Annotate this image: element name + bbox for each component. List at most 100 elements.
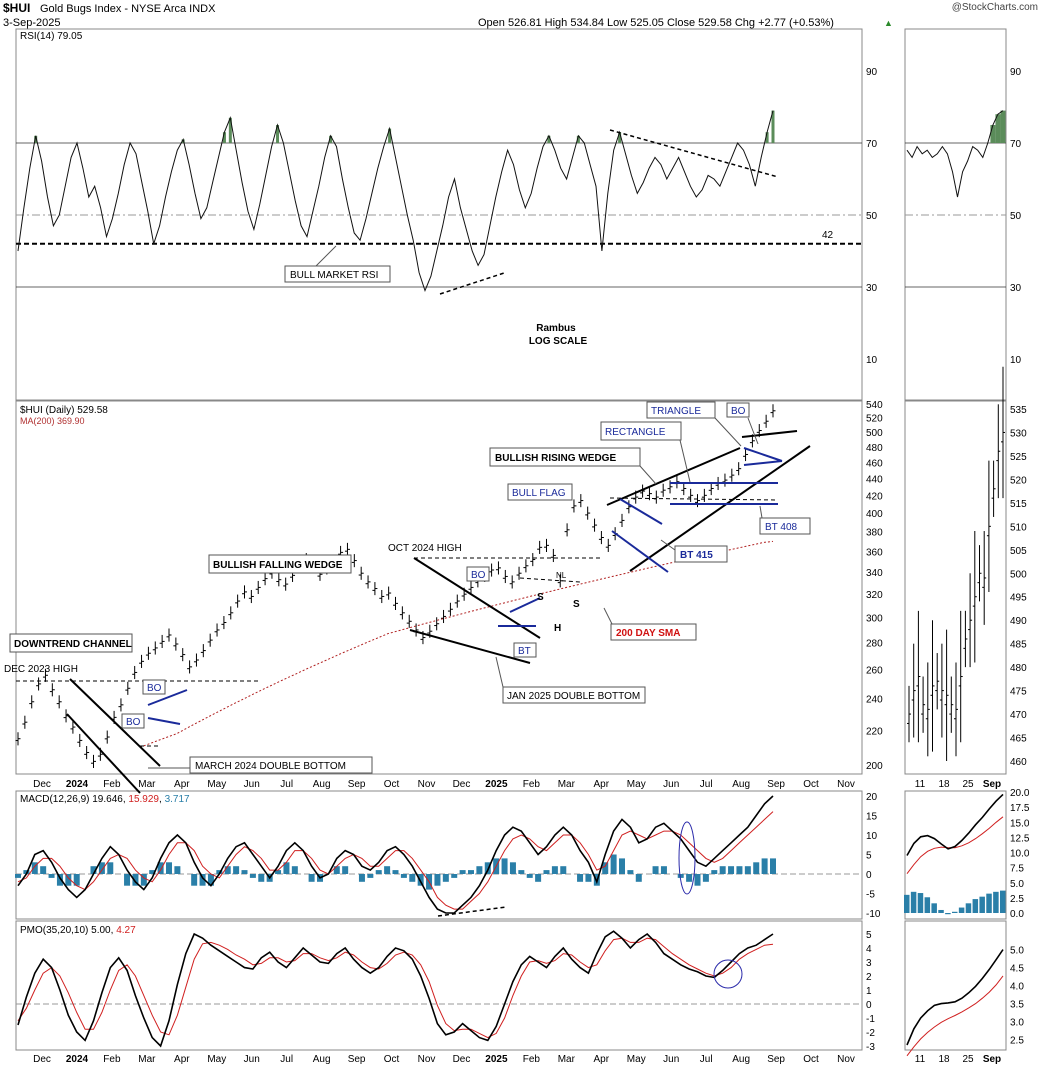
pmo-x-tick: Feb — [103, 1054, 121, 1065]
macd-histogram-bar — [736, 866, 743, 874]
rising-wedge-tip — [741, 430, 798, 438]
triangle-upper — [743, 447, 783, 462]
price-x-tick: Jun — [663, 779, 679, 790]
macd-histogram-bar — [333, 866, 340, 874]
chart-date: 3-Sep-2025 — [3, 17, 61, 29]
pmo-x-tick: Dec — [33, 1054, 51, 1065]
pmo-x-tick: Aug — [313, 1054, 331, 1065]
price-tick-label: 360 — [866, 547, 883, 558]
inset-macd-histogram — [931, 903, 937, 913]
price-tick-label: 320 — [866, 590, 883, 601]
triangle-lower — [743, 460, 783, 466]
pmo-tick-label: 1 — [866, 986, 872, 997]
inset-price-tick: 490 — [1010, 616, 1027, 627]
price-x-tick: May — [207, 779, 226, 790]
inset-pmo-tick: 3.5 — [1010, 1000, 1024, 1011]
bullish-falling-wedge-callout: BULLISH FALLING WEDGE — [208, 554, 352, 574]
macd-histogram-bar — [761, 858, 768, 874]
bo-label-4: BO — [726, 402, 759, 445]
inset-rsi-tick: 90 — [1010, 67, 1022, 78]
inset-macd-signal — [906, 816, 1004, 875]
pmo-x-tick: Nov — [837, 1054, 855, 1065]
inset-macd-panel — [904, 790, 1007, 920]
svg-text:RECTANGLE: RECTANGLE — [605, 427, 666, 438]
price-tick-label: 340 — [866, 568, 883, 579]
svg-text:BULLISH FALLING WEDGE: BULLISH FALLING WEDGE — [213, 560, 343, 571]
inset-macd-histogram — [986, 893, 992, 913]
inset-price-tick: 515 — [1010, 499, 1027, 510]
downtrend-channel-callout: DOWNTREND CHANNEL — [9, 633, 133, 653]
macd-histogram-bar — [384, 866, 391, 874]
pmo-x-tick: Sep — [348, 1054, 366, 1065]
price-x-tick: 2025 — [485, 779, 508, 790]
pmo-x-tick: Jul — [280, 1054, 293, 1065]
inset-macd-histogram — [904, 894, 910, 913]
macd-legend: MACD(12,26,9) 19.646, 15.929, 3.717 — [20, 794, 190, 805]
price-x-tick: Sep — [348, 779, 366, 790]
price-tick-label: 200 — [866, 761, 883, 772]
price-x-tick: Mar — [558, 779, 576, 790]
pmo-x-tick: May — [207, 1054, 226, 1065]
macd-tick-label: 20 — [866, 792, 878, 803]
pmo-x-tick: Feb — [523, 1054, 541, 1065]
macd-histogram-bar — [660, 866, 667, 874]
jan-2025-double-bottom-callout: JAN 2025 DOUBLE BOTTOM — [495, 656, 646, 704]
macd-histogram-bar — [728, 866, 735, 874]
macd-histogram-bar — [711, 870, 718, 874]
svg-text:JAN 2025 DOUBLE BOTTOM: JAN 2025 DOUBLE BOTTOM — [507, 691, 640, 702]
price-tick-label: 280 — [866, 639, 883, 650]
rsi-tick-label: 90 — [866, 67, 878, 78]
inset-macd-histogram — [958, 907, 965, 913]
price-tick-label: 420 — [866, 491, 883, 502]
macd-histogram-bar — [753, 862, 760, 874]
pmo-panel — [15, 920, 863, 1051]
macd-histogram-bar — [48, 874, 55, 878]
price-tick-label: 260 — [866, 666, 883, 677]
svg-text:200 DAY SMA: 200 DAY SMA — [616, 628, 680, 639]
macd-histogram-bar — [476, 866, 483, 874]
right-shoulder-label: S — [573, 599, 580, 610]
inset-x-tick: 25 — [962, 779, 974, 790]
rsi-tick-label: 70 — [866, 139, 878, 150]
macd-histogram-bar — [619, 858, 625, 874]
pmo-x-tick: Oct — [384, 1054, 400, 1065]
inset-price-tick: 470 — [1010, 710, 1027, 721]
pmo-tick-label: 0 — [866, 1000, 872, 1011]
bo-label-3: BO — [466, 566, 490, 582]
macd-histogram-bar — [770, 858, 776, 874]
inset-pmo-signal — [906, 975, 1004, 1057]
macd-histogram-bar — [744, 866, 751, 874]
bull-flag-callout: BULL FLAG — [507, 483, 573, 501]
price-x-tick: Aug — [313, 779, 331, 790]
left-shoulder-label: S — [537, 592, 544, 603]
pmo-x-tick: Aug — [732, 1054, 750, 1065]
macd-histogram-bar — [157, 862, 164, 874]
inset-pmo-tick: 2.5 — [1010, 1036, 1024, 1047]
price-x-tick: Apr — [174, 779, 190, 790]
inset-macd-tick: 2.5 — [1010, 894, 1024, 905]
pmo-x-tick: Oct — [803, 1054, 819, 1065]
pmo-legend: PMO(35,20,10) 5.00, 4.27 — [20, 925, 136, 936]
macd-line — [17, 795, 774, 914]
inset-macd-histogram — [993, 891, 999, 913]
pmo-tick-label: 5 — [866, 930, 872, 941]
pmo-tick-label: -2 — [866, 1028, 875, 1039]
pmo-x-tick: Jun — [663, 1054, 679, 1065]
inset-macd-tick: 5.0 — [1010, 879, 1024, 890]
bt-415-callout: BT 415 — [660, 539, 728, 563]
macd-tick-label: 15 — [866, 812, 878, 823]
rsi-tick-label: 10 — [866, 355, 878, 366]
falling-wedge-upper — [413, 557, 541, 639]
price-tick-label: 240 — [866, 695, 883, 706]
inset-price-tick: 495 — [1010, 593, 1027, 604]
rsi-level-42-label: 42 — [822, 230, 834, 241]
inset-pmo-x-tick: 11 — [915, 1054, 926, 1065]
rectangle-callout: RECTANGLE — [600, 421, 691, 483]
inset-macd-histogram — [910, 891, 917, 913]
pmo-tick-label: 3 — [866, 958, 872, 969]
log-scale-label: LOG SCALE — [529, 336, 588, 347]
macd-histogram-bar — [652, 866, 659, 874]
inset-price-tick: 460 — [1010, 757, 1027, 768]
macd-histogram-bar — [308, 874, 315, 882]
macd-histogram-bar — [291, 866, 298, 874]
